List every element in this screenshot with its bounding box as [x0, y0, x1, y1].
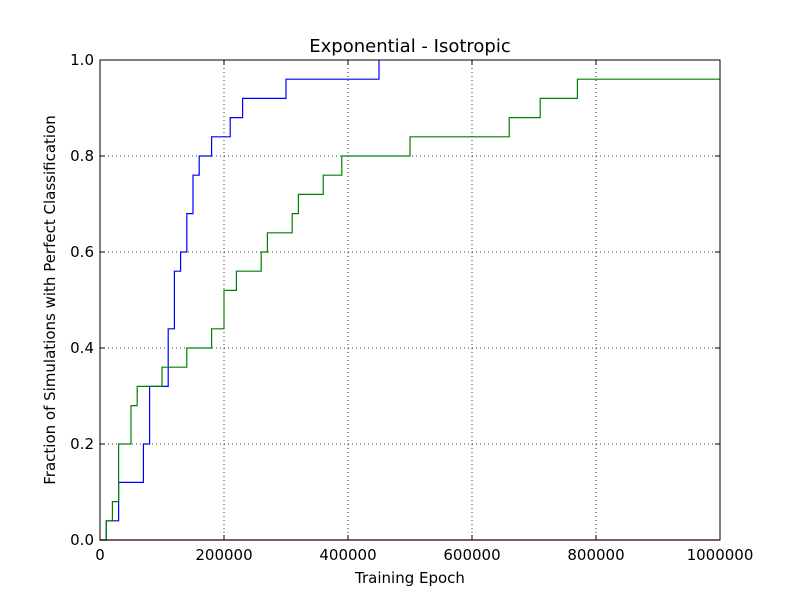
series-line-2 — [100, 78, 720, 541]
x-tick-label: 600000 — [443, 546, 500, 564]
ticks — [99, 59, 721, 541]
y-tick-label: 0.8 — [70, 147, 94, 165]
series-line-1 — [100, 60, 380, 541]
plot-area — [100, 60, 720, 540]
tick-labels: 0 200000 400000 600000 800000 1000000 0.0 0.2 0.… — [70, 51, 753, 564]
y-tick-label: 0.0 — [70, 531, 94, 549]
y-axis-label: Fraction of Simulations with Perfect Cla… — [41, 115, 59, 485]
y-tick-label: 0.2 — [70, 435, 94, 453]
y-tick-label: 1.0 — [70, 51, 94, 69]
x-tick-label: 0 — [95, 546, 105, 564]
x-tick-label: 400000 — [319, 546, 376, 564]
plot-frame — [99, 59, 721, 541]
x-axis-label: Training Epoch — [354, 569, 465, 587]
chart-title: Exponential - Isotropic — [309, 36, 510, 57]
x-tick-label: 1000000 — [687, 546, 754, 564]
x-tick-label: 800000 — [567, 546, 624, 564]
x-tick-label: 200000 — [195, 546, 252, 564]
y-tick-label: 0.4 — [70, 339, 94, 357]
y-tick-label: 0.6 — [70, 243, 94, 261]
